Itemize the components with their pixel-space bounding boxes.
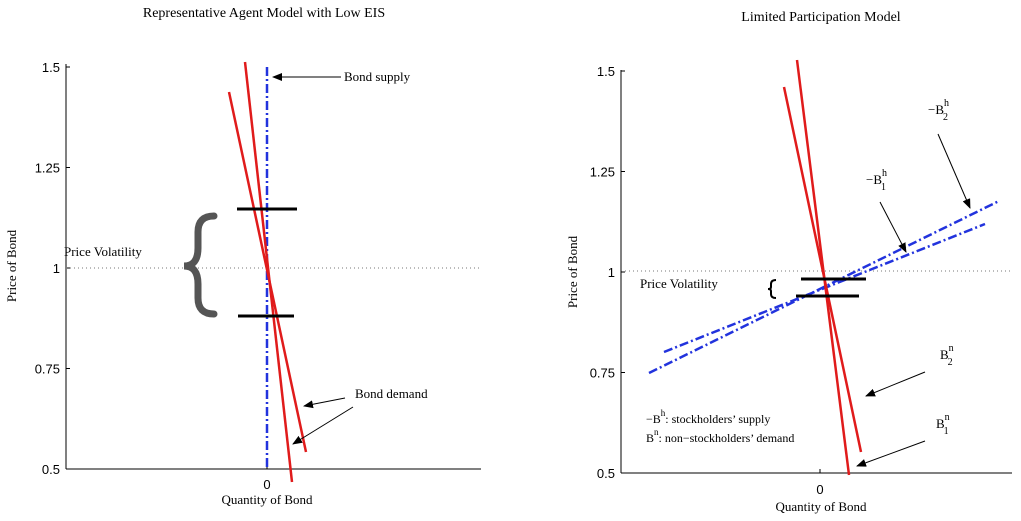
left-volatility-brace <box>183 212 218 318</box>
right-y-tick-label: 1.25 <box>590 165 615 180</box>
left-y-axis-label: Price of Bond <box>4 229 19 302</box>
right-panel: Limited Participation Model 0.5 0.75 1 1.25… <box>565 10 1012 514</box>
right-b1n-arrow <box>856 440 926 467</box>
left-x-axis-label: Quantity of Bond <box>222 492 313 507</box>
right-neg-b1h-label: −Bh 1 <box>866 168 887 193</box>
left-x-tick-label: 0 <box>263 477 270 492</box>
right-neg-b2h-line <box>648 199 1000 375</box>
right-b1n-label: Bn 1 <box>936 412 950 437</box>
left-y-tick-label: 1 <box>53 261 60 276</box>
right-volatility-brace <box>767 279 777 299</box>
left-supply-label: Bond supply <box>344 69 411 84</box>
right-y-axis-label: Price of Bond <box>565 235 580 308</box>
left-chart-title: Representative Agent Model with Low EIS <box>143 6 385 21</box>
right-b2n-arrow <box>865 371 926 397</box>
right-y-tick-label: 1 <box>608 265 615 280</box>
right-neg-b2h-arrow <box>937 133 971 209</box>
left-bond-demand-line <box>243 61 294 483</box>
left-y-tick-label: 1.25 <box>35 161 60 176</box>
right-chart-title: Limited Participation Model <box>741 10 901 25</box>
left-demand-label: Bond demand <box>355 386 428 401</box>
left-volatility-label: Price Volatility <box>64 244 142 259</box>
right-y-tick-label: 1.5 <box>597 64 615 79</box>
right-legend-line1: −Bh: stockholders’ supply <box>646 408 770 426</box>
left-y-ticks: 0.5 0.75 1 1.25 1.5 <box>35 60 70 477</box>
right-x-tick-label: 0 <box>816 482 823 497</box>
right-legend-line2: Bn: non−stockholders’ demand <box>646 427 794 445</box>
left-demand-arrow-lower <box>292 406 354 445</box>
right-volatility-label: Price Volatility <box>640 276 718 291</box>
right-x-axis-label: Quantity of Bond <box>776 499 867 514</box>
right-b2n-label: Bn 2 <box>940 343 954 368</box>
left-y-tick-label: 0.5 <box>42 462 60 477</box>
right-y-tick-label: 0.75 <box>590 366 615 381</box>
left-demand-arrow-upper <box>303 397 346 409</box>
right-b1n-line <box>795 59 851 476</box>
left-y-tick-label: 0.75 <box>35 362 60 377</box>
right-neg-b2h-label: −Bh 2 <box>928 98 949 123</box>
right-y-ticks: 0.5 0.75 1 1.25 1.5 <box>590 64 625 481</box>
left-y-tick-label: 1.5 <box>42 60 60 75</box>
right-y-tick-label: 0.5 <box>597 466 615 481</box>
right-neg-b1h-arrow <box>879 201 907 253</box>
left-panel: Representative Agent Model with Low EIS … <box>4 6 481 507</box>
